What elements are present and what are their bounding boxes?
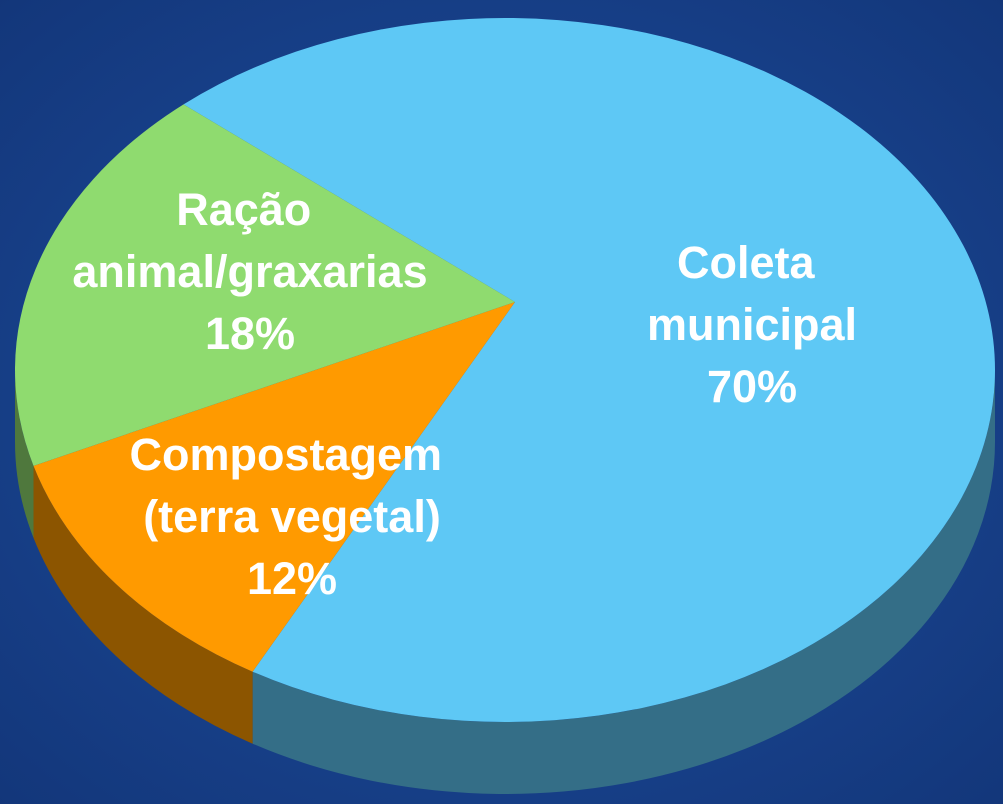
slice-label: Compostagem (terra vegetal) xyxy=(129,429,454,542)
label-line: animal/graxarias xyxy=(72,246,427,297)
label-line: (terra vegetal) xyxy=(143,491,441,542)
label-line: municipal xyxy=(647,299,857,350)
slice-label: Ração animal/graxarias xyxy=(72,184,427,297)
slice-side xyxy=(15,370,34,538)
slice-side xyxy=(252,370,995,795)
slice xyxy=(183,18,995,722)
slice-label: Coleta municipal xyxy=(647,237,857,350)
value-label: 12% xyxy=(247,553,337,604)
label-line: Compostagem xyxy=(129,429,454,480)
label-line: Ração xyxy=(176,184,324,235)
slice xyxy=(14,104,516,466)
slice xyxy=(33,302,515,672)
value-label: 18% xyxy=(205,308,295,359)
label-line: Coleta xyxy=(677,237,827,288)
value-label: 70% xyxy=(707,361,797,412)
slice-side xyxy=(33,465,253,744)
